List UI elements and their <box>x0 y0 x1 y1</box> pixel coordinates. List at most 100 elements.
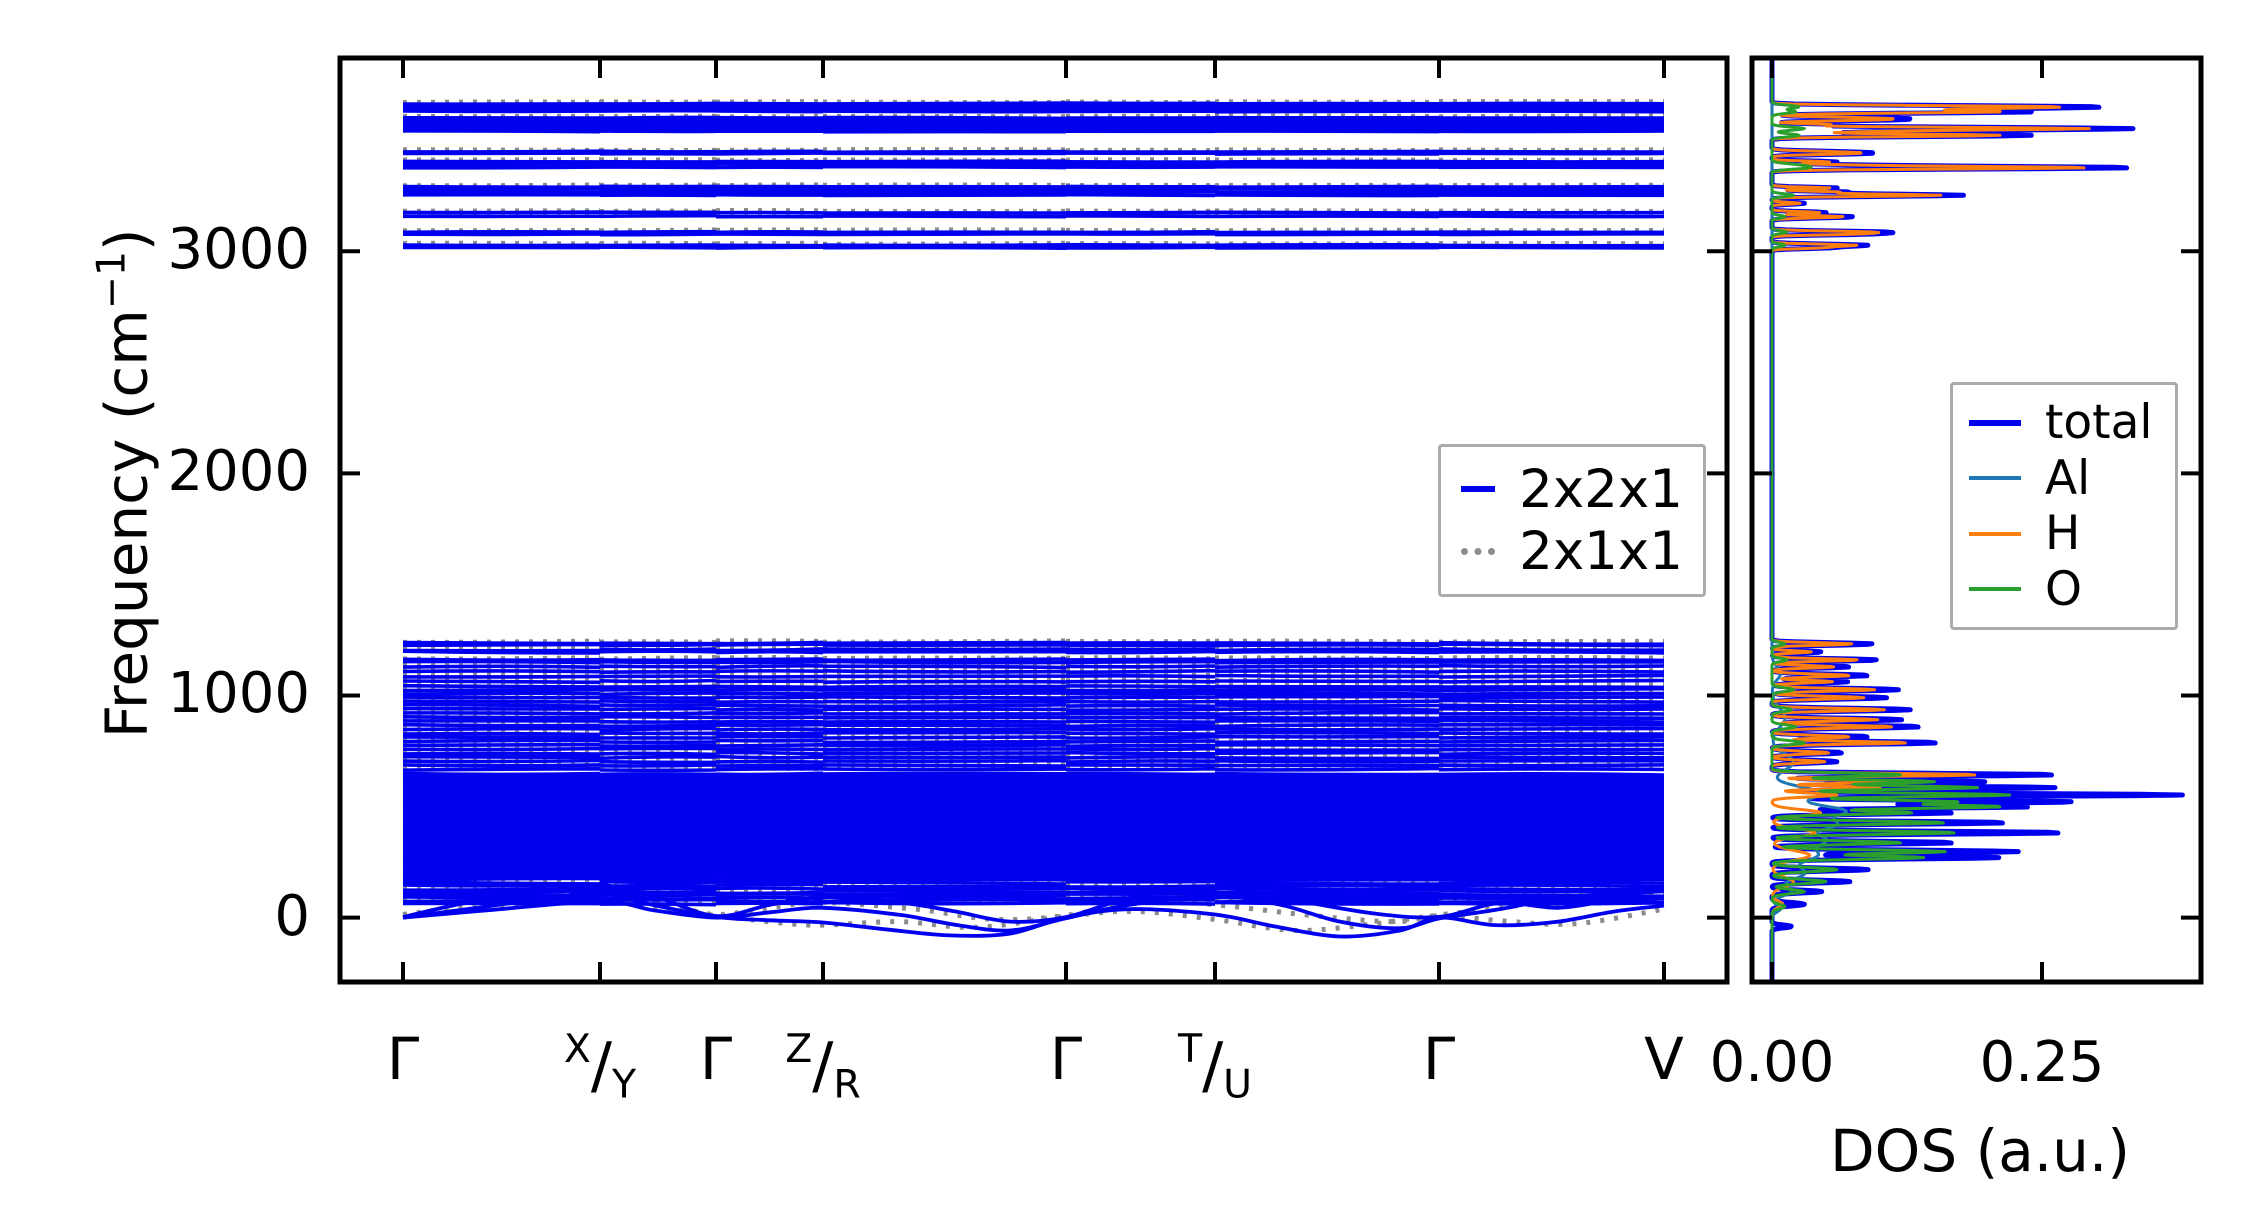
k-point-label: Γ <box>1422 1025 1456 1093</box>
y-tick-label: 1000 <box>167 661 310 727</box>
phonon-band-2x2x1 <box>402 161 1665 167</box>
phonon-band-2x2x1 <box>402 663 1665 670</box>
y-tick-label: 3000 <box>167 217 310 283</box>
phonon-band-2x2x1 <box>402 879 1665 886</box>
phonon-band-2x2x1 <box>402 649 1665 655</box>
dos-tick-label: 0.25 <box>1979 1030 2105 1095</box>
y-tick-label: 2000 <box>167 439 310 505</box>
dos-curve-O <box>1770 58 2012 982</box>
h-line-sample <box>1969 531 2021 536</box>
y-tick-label: 0 <box>274 883 310 949</box>
dos-tick-label: 0.00 <box>1709 1030 1835 1095</box>
phonon-band-2x1x1 <box>402 676 1665 684</box>
phonon-band-2x2x1 <box>402 742 1665 749</box>
phonon-band-2x2x1 <box>402 750 1665 757</box>
phonon-band-2x2x1 <box>402 245 1665 250</box>
phonon-band-2x2x1 <box>402 115 1665 121</box>
phonon-band-2x2x1 <box>402 186 1665 192</box>
phonon-band-2x2x1 <box>402 888 1665 896</box>
dos-legend: total Al H O <box>1950 382 2178 630</box>
dos-panel-frame <box>1749 55 2204 985</box>
phonon-band-2x2x1 <box>402 189 1665 195</box>
phonon-band-2x2x1 <box>402 734 1665 740</box>
dotted-line-sample <box>1461 548 1496 556</box>
phonon-band-2x2x1 <box>402 766 1665 773</box>
phonon-band-2x2x1 <box>402 686 1665 693</box>
legend-label: 2x2x1 <box>1519 458 1683 520</box>
phonon-band-2x2x1 <box>402 164 1665 170</box>
phonon-band-2x2x1 <box>402 159 1665 164</box>
phonon-band-2x2x1 <box>402 698 1665 704</box>
phonon-band-2x2x1 <box>402 673 1665 679</box>
phonon-band-2x2x1 <box>402 706 1665 713</box>
acoustic-band-2x2x1 <box>402 882 1665 924</box>
phonon-band-2x1x1 <box>402 240 1665 247</box>
o-line-sample <box>1969 587 2021 592</box>
k-point-label: Γ <box>1049 1025 1083 1093</box>
phonon-band-2x2x1 <box>402 754 1665 761</box>
total-line-sample <box>1969 419 2021 426</box>
phonon-band-2x2x1 <box>402 771 1665 777</box>
phonon-band-2x2x1 <box>402 886 1665 893</box>
legend-entry-o: O <box>1969 566 2159 613</box>
phonon-band-2x2x1 <box>402 184 1665 190</box>
legend-label: O <box>2045 561 2082 617</box>
phonon-band-2x2x1 <box>402 231 1665 237</box>
phonon-band-2x2x1 <box>402 683 1665 690</box>
legend-label: Al <box>2045 450 2091 506</box>
phonon-band-2x2x1 <box>402 213 1665 219</box>
phonon-band-2x2x1 <box>402 726 1665 732</box>
k-point-label: V <box>1644 1025 1684 1093</box>
phonon-band-2x2x1 <box>402 714 1665 721</box>
legend-entry-al: Al <box>1969 455 2159 502</box>
phonon-band-2x2x1 <box>402 678 1665 685</box>
k-point-label: Γ <box>386 1025 420 1093</box>
legend-label: total <box>2045 395 2153 451</box>
legend-entry-2x2x1: 2x2x1 <box>1461 463 1683 516</box>
phonon-band-2x2x1 <box>402 694 1665 700</box>
phonon-band-2x2x1 <box>402 210 1665 215</box>
phonon-band-2x2x1 <box>402 738 1665 745</box>
al-line-sample <box>1969 476 2021 481</box>
band-curves-layer <box>402 98 1665 939</box>
phonon-band-2x2x1 <box>402 691 1665 697</box>
phonon-band-2x2x1 <box>402 763 1665 768</box>
legend-label: 2x1x1 <box>1519 521 1683 583</box>
phonon-band-2x2x1 <box>402 668 1665 674</box>
phonon-band-2x2x1 <box>402 151 1665 156</box>
legend-label: H <box>2045 506 2081 562</box>
k-point-label-pair: T/U <box>1177 1026 1253 1108</box>
phonon-band-2x2x1 <box>402 119 1665 125</box>
phonon-band-2x2x1 <box>402 702 1665 709</box>
phonon-band-2x2x1 <box>402 730 1665 737</box>
phonon-band-2x2x1 <box>402 833 1665 840</box>
phonon-band-2x2x1 <box>402 746 1665 753</box>
dos-curves-layer <box>1769 58 2185 982</box>
phonon-band-2x2x1 <box>402 895 1665 901</box>
phonon-band-2x2x1 <box>402 126 1665 131</box>
phonon-band-2x2x1 <box>402 718 1665 724</box>
k-point-label: Γ <box>699 1025 733 1093</box>
band-panel-frame <box>337 55 1730 985</box>
phonon-band-2x2x1 <box>402 242 1665 248</box>
phonon-band-2x2x1 <box>402 758 1665 765</box>
legend-entry-h: H <box>1969 510 2159 557</box>
phonon-band-2x2x1 <box>402 192 1665 198</box>
phonon-band-2x2x1 <box>402 659 1665 665</box>
phonon-band-2x2x1 <box>402 642 1665 648</box>
legend-entry-total: total <box>1969 399 2159 446</box>
phonon-band-2x2x1 <box>402 710 1665 716</box>
band-legend: 2x2x1 2x1x1 <box>1438 444 1706 597</box>
phonon-band-2x2x1 <box>402 108 1665 114</box>
dos-axis-label: DOS (a.u.) <box>1830 1117 2130 1185</box>
phonon-band-2x2x1 <box>402 129 1665 134</box>
phonon-band-2x2x1 <box>402 121 1665 127</box>
k-point-label-pair: Z/R <box>785 1026 861 1108</box>
legend-entry-2x1x1: 2x1x1 <box>1461 525 1683 578</box>
phonon-band-2x2x1 <box>402 722 1664 729</box>
solid-line-sample <box>1461 486 1496 493</box>
phonon-band-2x2x1 <box>402 882 1665 889</box>
k-point-label-pair: X/Y <box>563 1026 637 1108</box>
